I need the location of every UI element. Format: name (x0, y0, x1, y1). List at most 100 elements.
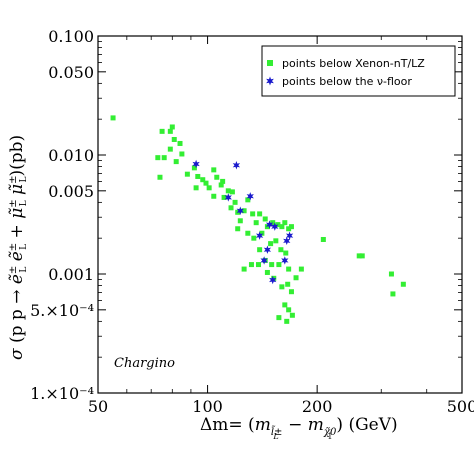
data-point (269, 262, 275, 268)
data-point (282, 302, 288, 308)
data-point (264, 269, 270, 275)
data-point (278, 247, 284, 253)
x-axis-title: Δm= (ml̃±L − mχ̃01) (GeV) (200, 415, 398, 441)
data-point (286, 307, 292, 313)
data-point (273, 238, 279, 244)
data-point (279, 224, 285, 230)
data-point (237, 218, 243, 224)
data-point (179, 151, 185, 157)
data-point (282, 220, 288, 226)
data-point (203, 180, 209, 186)
data-point (248, 262, 254, 268)
data-point (276, 262, 282, 268)
data-point (200, 177, 206, 183)
x-tick-label: 200 (302, 397, 333, 416)
data-point (286, 266, 292, 272)
data-point (220, 178, 226, 184)
data-point (388, 271, 394, 277)
data-point-star (260, 256, 268, 265)
data-point (250, 211, 256, 217)
y-axis-title: σ (p p → ẽ±L ẽ±L + μ̃±L μ̃±L)(pb) (7, 135, 29, 360)
data-point (288, 289, 294, 295)
data-point (262, 216, 268, 222)
data-point-star (269, 275, 277, 285)
data-point (257, 247, 263, 253)
data-point-star (281, 256, 289, 265)
data-point (195, 173, 201, 179)
data-point-star (271, 222, 279, 231)
x-tick-label: 100 (192, 397, 223, 416)
annotation-chargino: Chargino (114, 356, 175, 371)
data-point (206, 185, 212, 191)
series-xenon-lz (110, 115, 406, 324)
legend-label: points below Xenon-nT/LZ (282, 57, 425, 70)
data-point (288, 224, 294, 230)
data-point (241, 266, 247, 272)
data-point (225, 188, 231, 194)
legend-box (261, 45, 456, 97)
data-point (214, 174, 220, 180)
data-point (155, 155, 161, 161)
data-point (255, 262, 261, 268)
data-point (228, 205, 234, 211)
data-point (320, 236, 326, 242)
data-point (171, 136, 177, 142)
data-point-star (255, 231, 264, 240)
legend-label: points below the ν-floor (282, 75, 412, 88)
data-point-star (265, 220, 274, 229)
data-point (211, 167, 217, 173)
data-point (184, 171, 190, 177)
data-point (285, 281, 291, 287)
data-point (271, 275, 277, 281)
y-tick-label: 0.001 (48, 265, 94, 284)
data-point-star (232, 161, 241, 170)
data-point-star (236, 206, 244, 215)
series-nu-floor (192, 159, 294, 285)
data-point (257, 211, 263, 217)
y-tick-label: 1.×10⁻⁴ (30, 384, 94, 403)
y-tick-label: 0.050 (48, 63, 94, 82)
data-point (232, 199, 238, 205)
legend-marker-star (266, 76, 274, 86)
data-point (110, 115, 116, 121)
minor-ticks (98, 36, 462, 393)
data-point-star (192, 159, 200, 169)
data-point (293, 275, 299, 281)
data-point (211, 193, 217, 199)
y-tick-label: 0.100 (48, 27, 94, 46)
data-point (245, 230, 251, 236)
data-point (264, 224, 270, 230)
y-axis: 1.×10⁻⁴ 5.×10⁻⁴ 0.001 0.005 0.010 0.050 0.100 (30, 27, 462, 403)
data-point (253, 220, 259, 226)
data-point (276, 315, 282, 321)
data-point (245, 197, 251, 203)
y-tick-label: 0.005 (48, 182, 94, 201)
legend-marker-square (267, 60, 273, 66)
data-point (279, 284, 285, 290)
data-point (390, 291, 396, 297)
data-point (218, 182, 224, 188)
data-point (177, 140, 183, 146)
data-point (193, 185, 199, 191)
data-point-star (224, 193, 232, 202)
data-point (167, 146, 173, 152)
data-point (191, 165, 197, 171)
y-tick-label: 5.×10⁻⁴ (30, 301, 94, 320)
data-point (284, 318, 290, 324)
data-point (359, 253, 365, 259)
data-point (298, 266, 304, 272)
y-tick-label: 0.010 (48, 146, 94, 165)
data-point (221, 194, 227, 200)
data-point-star (263, 245, 272, 254)
data-point (251, 235, 257, 241)
data-point (169, 124, 175, 130)
data-point-star (283, 236, 291, 246)
data-point (157, 174, 163, 180)
data-point (235, 226, 241, 232)
data-point-star (246, 192, 254, 201)
plot-frame (97, 35, 463, 394)
x-tick-label: 50 (88, 397, 108, 416)
data-point (167, 128, 173, 134)
data-point (173, 159, 179, 165)
